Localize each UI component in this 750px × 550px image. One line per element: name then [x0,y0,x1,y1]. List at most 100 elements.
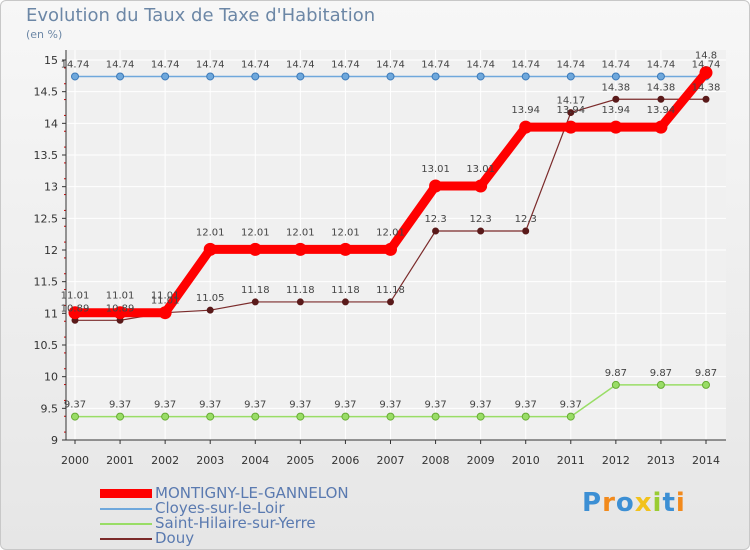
data-label-2: 9.87 [650,368,672,379]
y-tick-label: 15 [44,54,58,67]
data-point-0 [564,120,578,134]
data-label-3: 12.3 [470,214,492,225]
data-label-0: 13.94 [511,105,540,116]
data-point-0 [474,179,488,193]
data-point-0 [248,242,262,256]
data-point-1 [566,72,575,81]
y-tick-label: 13.5 [34,149,59,162]
data-point-2 [206,412,215,421]
data-point-2 [161,412,170,421]
data-label-0: 12.01 [286,227,315,238]
y-tick-label: 9 [51,434,58,447]
data-point-0 [293,242,307,256]
data-point-2 [431,412,440,421]
data-label-3: 12.3 [515,214,537,225]
data-point-1 [476,72,485,81]
data-point-1 [341,72,350,81]
data-label-2: 9.37 [64,400,86,411]
data-point-1 [116,72,125,81]
x-tick-label: 2012 [602,454,630,467]
y-tick-label: 13 [44,181,58,194]
data-label-0: 11.01 [106,291,135,302]
x-tick-label: 2000 [61,454,89,467]
data-point-3 [477,227,485,235]
data-label-3: 14.38 [692,82,721,93]
data-label-1: 14.74 [376,59,405,70]
data-label-2: 9.37 [424,400,446,411]
data-point-0 [699,66,713,80]
data-label-0: 14.8 [695,51,717,62]
data-point-1 [656,72,665,81]
data-point-0 [203,242,217,256]
data-label-3: 14.17 [556,96,585,107]
data-label-2: 9.87 [605,368,627,379]
data-point-0 [68,306,82,320]
y-tick-label: 11 [44,307,58,320]
logo-letter: i [675,488,686,518]
x-tick-label: 2006 [331,454,359,467]
y-tick-label: 14 [44,117,58,130]
data-point-2 [251,412,260,421]
data-label-1: 14.74 [331,59,360,70]
data-point-2 [341,412,350,421]
data-label-1: 14.74 [421,59,450,70]
data-label-3: 10.89 [106,303,135,314]
data-point-2 [521,412,530,421]
data-label-0: 13.01 [421,164,450,175]
data-point-3 [702,95,710,103]
data-label-1: 14.74 [151,59,180,70]
data-label-2: 9.37 [560,400,582,411]
y-tick-label: 11.5 [34,276,59,289]
y-tick-label: 10.5 [34,339,59,352]
y-tick-label: 12.5 [34,212,59,225]
legend-item-douy: Douy [100,530,420,546]
data-label-1: 14.74 [647,59,676,70]
data-point-1 [296,72,305,81]
proxiti-logo: Proxiti [582,488,686,518]
data-label-2: 9.37 [379,400,401,411]
data-label-2: 9.37 [515,400,537,411]
x-tick-label: 2001 [106,454,134,467]
data-label-2: 9.37 [289,400,311,411]
logo-letter: P [582,488,603,518]
legend-swatch-montigny [100,489,152,498]
data-point-2 [71,412,79,421]
data-label-2: 9.37 [199,400,221,411]
data-point-1 [251,72,260,81]
data-label-1: 14.74 [61,59,90,70]
x-tick-label: 2007 [377,454,405,467]
data-label-0: 11.01 [151,291,180,302]
data-label-0: 13.94 [647,105,676,116]
data-point-0 [338,242,352,256]
data-label-1: 14.74 [241,59,270,70]
data-label-0: 11.01 [61,291,90,302]
data-point-1 [611,72,620,81]
data-label-0: 13.94 [556,105,585,116]
data-point-3 [612,95,620,103]
y-tick-label: 12 [44,244,58,257]
x-tick-label: 2008 [422,454,450,467]
logo-letter: x [634,488,653,518]
data-point-3 [567,109,575,117]
data-label-1: 14.74 [196,59,225,70]
data-point-2 [296,412,305,421]
data-point-3 [387,298,394,306]
data-label-3: 11.18 [241,285,270,296]
y-tick-label: 10 [44,371,58,384]
data-label-3: 11.18 [286,285,315,296]
data-label-0: 12.01 [376,227,405,238]
legend-swatch-douy [100,538,152,540]
data-label-2: 9.37 [154,400,176,411]
x-tick-label: 2010 [512,454,540,467]
y-tick-label: 9.5 [41,402,59,415]
data-label-3: 12.3 [424,214,446,225]
legend-item-montigny: MONTIGNY-LE-GANNELON [100,485,420,501]
data-label-2: 9.87 [695,368,717,379]
data-point-2 [476,412,485,421]
data-point-1 [71,72,79,81]
y-tick-label: 14.5 [34,86,59,99]
data-label-3: 10.89 [61,303,90,314]
data-point-1 [206,72,215,81]
legend-item-cloyes: Cloyes-sur-le-Loir [100,500,420,516]
data-point-2 [116,412,125,421]
